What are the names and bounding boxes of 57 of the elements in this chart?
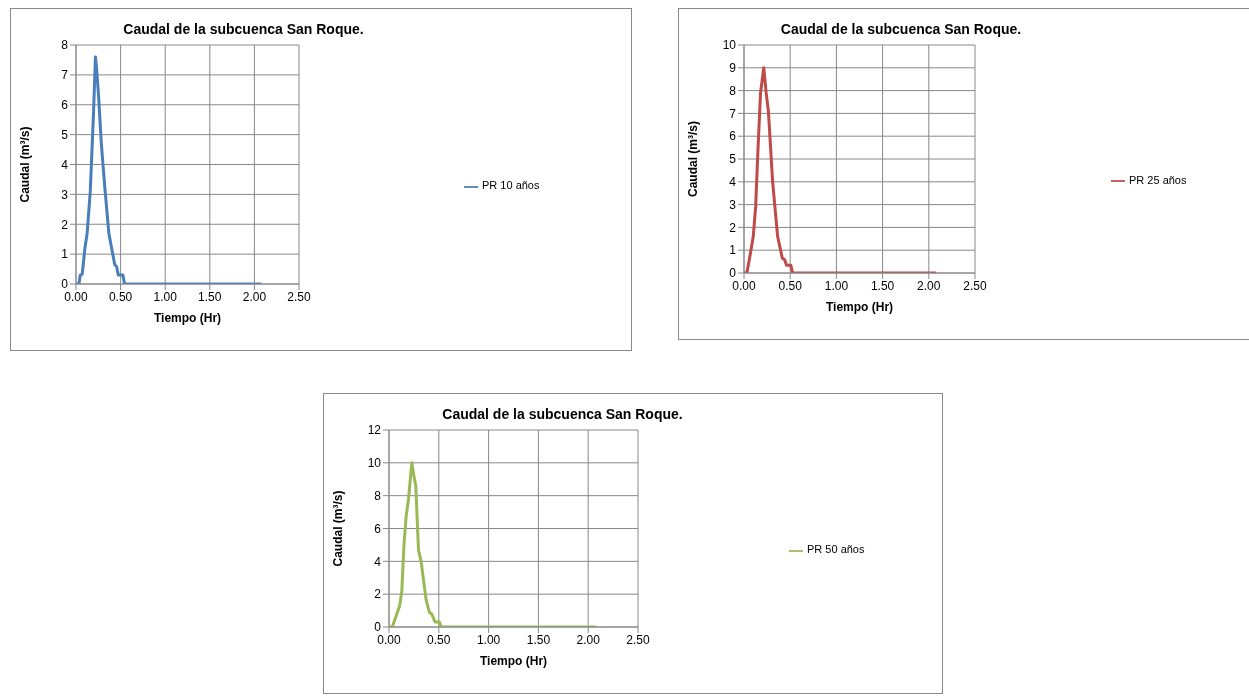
x-axis-title: Tiempo (Hr): [479, 654, 548, 668]
y-tick-label: 1: [729, 243, 737, 258]
chart-title: Caudal de la subcuenca San Roque.: [779, 21, 1023, 37]
x-tick-label: 2.00: [242, 289, 267, 304]
y-tick-label: 0: [729, 266, 737, 281]
x-axis-title: Tiempo (Hr): [153, 311, 222, 325]
chart-title: Caudal de la subcuenca San Roque.: [122, 21, 365, 37]
x-tick-label: 2.50: [626, 632, 650, 647]
x-tick-label: 0.00: [377, 632, 401, 647]
x-tick-label: 1.50: [198, 289, 222, 304]
y-tick-label: 6: [374, 521, 382, 536]
y-tick-label: 8: [374, 488, 382, 503]
x-tick-label: 0.00: [64, 289, 88, 304]
y-tick-label: 8: [729, 83, 737, 98]
y-tick-label: 2: [374, 587, 382, 602]
legend-label: PR 10 años: [482, 179, 540, 192]
y-tick-label: 3: [729, 197, 737, 212]
x-tick-label: 1.00: [153, 289, 178, 304]
y-axis-title: Caudal (m³/s): [18, 126, 33, 203]
x-tick-label: 2.00: [576, 632, 601, 647]
y-tick-label: 8: [61, 38, 69, 53]
y-tick-label: 2: [729, 220, 737, 235]
y-tick-label: 3: [61, 187, 69, 202]
y-tick-label: 7: [729, 106, 737, 121]
y-tick-label: 10: [367, 456, 382, 471]
y-tick-label: 5: [61, 127, 69, 142]
x-tick-label: 0.50: [778, 278, 803, 293]
x-axis-title: Tiempo (Hr): [825, 300, 894, 314]
legend-label: PR 50 años: [807, 543, 865, 556]
y-tick-label: 4: [374, 554, 382, 569]
y-tick-label: 4: [729, 175, 737, 190]
x-tick-label: 2.00: [917, 278, 941, 293]
x-tick-label: 0.50: [108, 289, 133, 304]
y-tick-label: 4: [61, 157, 69, 172]
x-tick-label: 0.00: [732, 278, 756, 293]
y-tick-label: 7: [61, 68, 69, 83]
x-tick-label: 1.00: [824, 278, 849, 293]
y-tick-label: 1: [61, 247, 69, 262]
y-axis-title: Caudal (m³/s): [686, 120, 701, 198]
y-axis-title: Caudal (m³/s): [331, 490, 346, 567]
x-tick-label: 1.50: [870, 278, 895, 293]
legend-label: PR 25 años: [1129, 173, 1187, 186]
y-tick-label: 0: [61, 277, 69, 292]
x-tick-label: 1.50: [526, 632, 551, 647]
y-tick-label: 6: [729, 129, 737, 144]
y-tick-label: 0: [374, 620, 382, 635]
y-tick-label: 5: [729, 152, 737, 167]
x-tick-label: 0.50: [427, 632, 451, 647]
x-tick-label: 2.50: [287, 289, 311, 304]
y-tick-label: 2: [61, 217, 69, 232]
x-tick-label: 2.50: [963, 278, 987, 293]
chart-title: Caudal de la subcuenca San Roque.: [441, 406, 684, 422]
y-tick-label: 12: [367, 423, 382, 438]
x-tick-label: 1.00: [476, 632, 501, 647]
y-tick-label: 6: [61, 98, 69, 113]
y-tick-label: 9: [729, 61, 737, 76]
y-tick-label: 10: [722, 38, 737, 53]
